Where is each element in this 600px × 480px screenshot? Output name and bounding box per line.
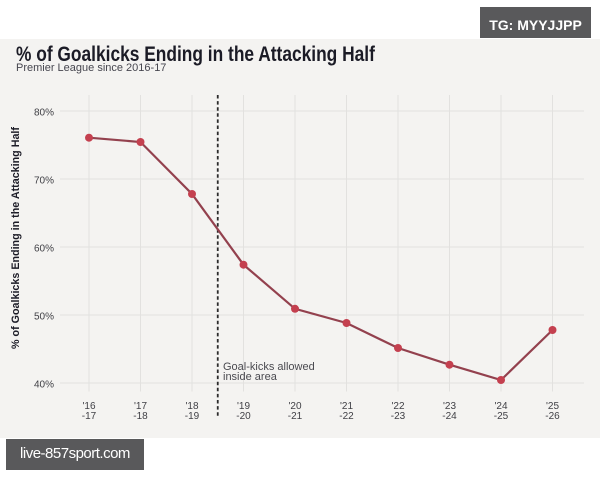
svg-text:-20: -20 — [236, 411, 251, 422]
svg-text:60%: 60% — [34, 244, 54, 255]
svg-text:-24: -24 — [442, 411, 457, 422]
svg-text:-21: -21 — [288, 411, 303, 422]
svg-text:-23: -23 — [391, 411, 406, 422]
svg-text:80%: 80% — [34, 108, 54, 119]
svg-text:-25: -25 — [494, 411, 509, 422]
svg-text:% of Goalkicks Ending in the A: % of Goalkicks Ending in the Attacking H… — [10, 127, 22, 349]
svg-text:'21: '21 — [340, 401, 353, 412]
svg-text:'24: '24 — [494, 401, 507, 412]
svg-text:70%: 70% — [34, 176, 54, 187]
svg-text:'25: '25 — [546, 401, 559, 412]
svg-text:'19: '19 — [237, 401, 250, 412]
svg-text:'16: '16 — [82, 401, 95, 412]
svg-text:50%: 50% — [34, 312, 54, 323]
svg-text:40%: 40% — [34, 380, 54, 391]
svg-text:-17: -17 — [82, 411, 97, 422]
svg-text:-18: -18 — [133, 411, 148, 422]
svg-text:'20: '20 — [288, 401, 301, 412]
svg-text:'22: '22 — [391, 401, 404, 412]
svg-text:'18: '18 — [185, 401, 198, 412]
svg-text:'17: '17 — [134, 401, 147, 412]
svg-text:-26: -26 — [545, 411, 560, 422]
svg-text:-19: -19 — [185, 411, 200, 422]
svg-text:'23: '23 — [443, 401, 456, 412]
svg-text:-22: -22 — [339, 411, 354, 422]
